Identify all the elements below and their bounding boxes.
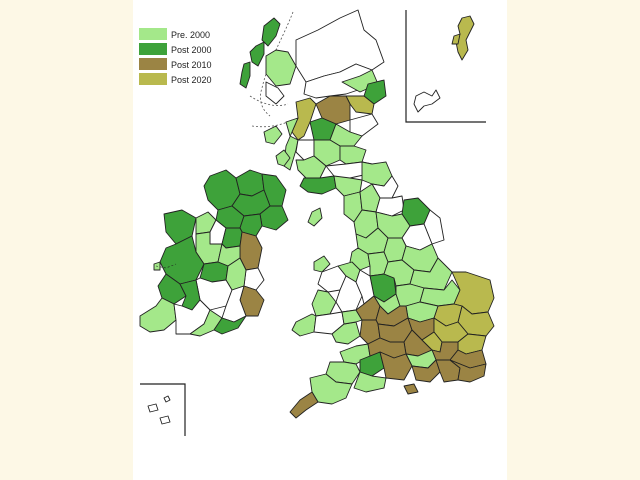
legend-item-post-2020: Post 2020 xyxy=(139,73,212,85)
region-scilly-c xyxy=(163,395,171,403)
region-pembroke xyxy=(291,313,317,337)
ireland-border-line xyxy=(155,263,177,269)
regions xyxy=(139,9,495,425)
ireland-border xyxy=(155,263,177,269)
sea-boundary-hebrides xyxy=(249,95,289,106)
region-kent xyxy=(449,359,487,383)
region-galway xyxy=(159,235,205,285)
region-cavan xyxy=(221,227,243,249)
region-kerry xyxy=(139,297,177,333)
legend-swatch-post-2010 xyxy=(139,58,167,70)
region-shetland-west xyxy=(451,33,461,45)
region-ceredigion xyxy=(311,289,337,317)
shetland-inset-frame xyxy=(405,10,486,123)
region-shetland xyxy=(455,15,475,61)
scilly-inset xyxy=(140,383,186,436)
region-wexford xyxy=(213,315,247,335)
region-aberdeen xyxy=(363,79,387,105)
region-cornwall xyxy=(289,391,319,419)
region-scilly-b xyxy=(159,415,171,425)
region-isle-of-wight xyxy=(403,383,419,395)
region-scilly-a xyxy=(147,403,159,413)
region-isle-of-man xyxy=(307,207,323,227)
legend-label-pre-2000: Pre. 2000 xyxy=(171,30,210,40)
region-skye-south xyxy=(265,81,285,105)
shetland-inset xyxy=(405,10,486,123)
legend-label-post-2000: Post 2000 xyxy=(171,45,212,55)
region-skye xyxy=(265,49,297,87)
scilly-inset-frame xyxy=(140,383,186,436)
legend-item-pre-2000: Pre. 2000 xyxy=(139,28,210,40)
region-galloway xyxy=(299,175,337,195)
legend-item-post-2000: Post 2000 xyxy=(139,43,212,55)
region-dorset xyxy=(353,371,387,393)
region-hampshire xyxy=(379,351,413,381)
region-orkney xyxy=(413,89,441,113)
region-islay xyxy=(275,149,291,167)
region-angus xyxy=(349,113,379,137)
legend-swatch-pre-2000 xyxy=(139,28,167,40)
legend-swatch-post-2000 xyxy=(139,43,167,55)
region-ayrshire xyxy=(295,155,327,179)
legend-label-post-2010: Post 2010 xyxy=(171,60,212,70)
legend-item-post-2010: Post 2010 xyxy=(139,58,212,70)
legend-swatch-post-2020 xyxy=(139,73,167,85)
region-powys xyxy=(335,275,363,313)
region-gwent xyxy=(341,309,363,325)
region-lothian xyxy=(339,145,367,165)
region-mull xyxy=(263,125,283,145)
region-harris xyxy=(249,41,265,67)
legend: Pre. 2000 Post 2000 Post 2010 Post 2020 xyxy=(139,28,212,85)
region-uist xyxy=(239,61,251,89)
legend-label-post-2020: Post 2020 xyxy=(171,75,212,85)
region-lewis xyxy=(261,17,281,47)
region-anglesey xyxy=(313,255,331,273)
